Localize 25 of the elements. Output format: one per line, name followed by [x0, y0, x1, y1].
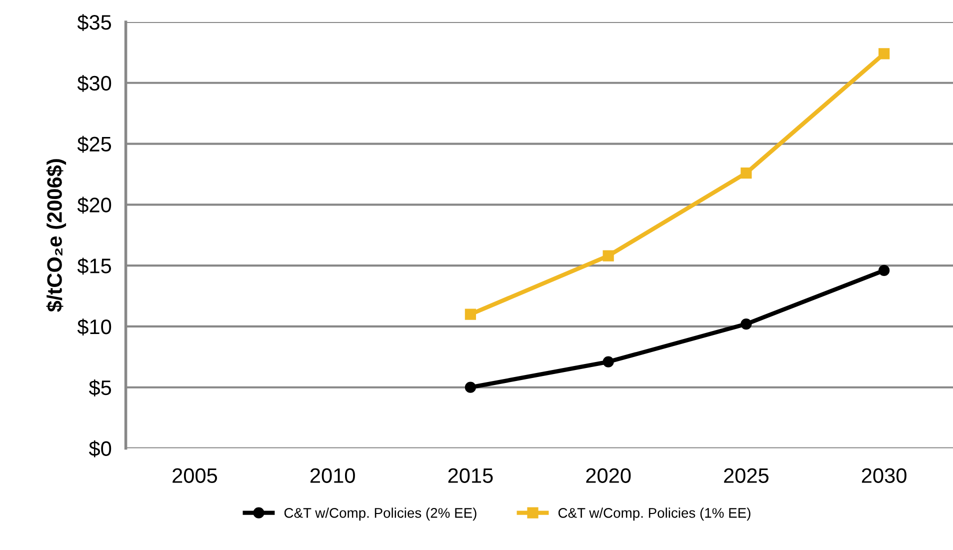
- y-tick-label: $0: [88, 440, 112, 458]
- point: [740, 167, 752, 179]
- point: [878, 48, 890, 60]
- y-tick-label: $5: [88, 379, 112, 396]
- y-tick-label: $15: [77, 258, 112, 275]
- y-tick-label: $30: [77, 75, 112, 92]
- x-tick-label: 2025: [724, 468, 768, 483]
- point: [878, 264, 890, 276]
- x-tick-label: 2020: [586, 468, 631, 483]
- legend-label: C&T w/Comp. Policies (1% EE): [558, 508, 750, 521]
- y-tick-label: $35: [77, 14, 112, 31]
- y-tick-label: $25: [77, 136, 112, 153]
- y-tick-label: $20: [77, 196, 112, 214]
- y-axis-title: $/tCO₂e (2006$): [46, 159, 66, 312]
- y-tick-label: $10: [77, 318, 112, 336]
- legend-label: C&T w/Comp. Policies (2% EE): [284, 508, 476, 521]
- point: [602, 250, 614, 262]
- point: [740, 318, 752, 330]
- point: [602, 356, 614, 368]
- point: [464, 308, 476, 320]
- x-tick-label: 2010: [310, 468, 355, 483]
- x-tick-label: 2030: [862, 468, 906, 483]
- x-tick-label: 2015: [448, 468, 493, 483]
- point: [464, 382, 476, 393]
- x-tick-label: 2005: [172, 468, 218, 483]
